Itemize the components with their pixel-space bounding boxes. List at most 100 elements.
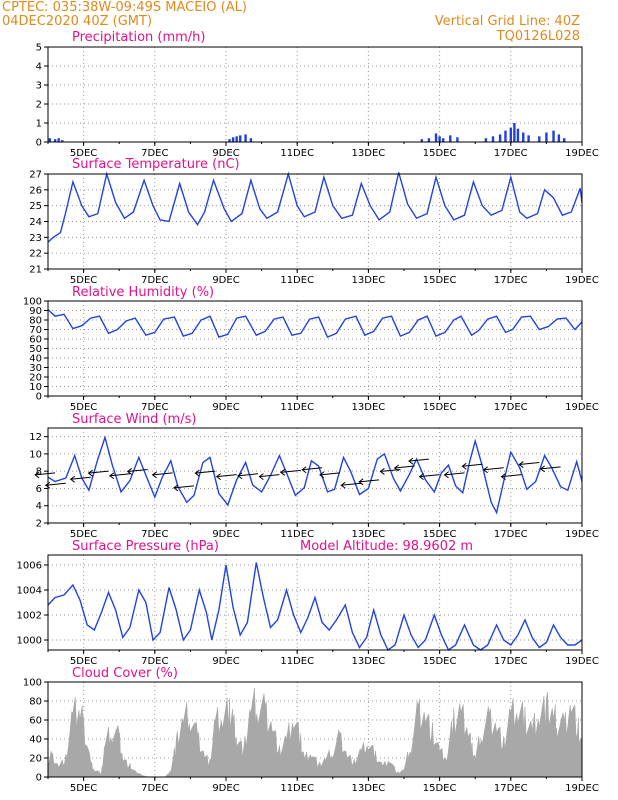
y-tick-label: 100 <box>23 297 42 308</box>
y-tick-label: 90 <box>29 306 42 317</box>
wind-arrow <box>461 462 483 470</box>
x-tick-label: 17DEC <box>494 783 528 794</box>
wind-arrow <box>109 472 130 480</box>
header-date: 04DEC2020 40Z (GMT) <box>2 14 152 29</box>
panel-title: Surface Wind (m/s) <box>72 412 196 427</box>
x-tick-label: 15DEC <box>423 402 457 413</box>
y-tick-label: 10 <box>29 382 42 393</box>
panel-title: Surface Temperature (nC) <box>72 157 240 172</box>
y-tick-label: 1000 <box>17 636 42 647</box>
precip-bar <box>491 136 495 142</box>
panel-frame <box>47 554 583 651</box>
x-tick-label: 11DEC <box>280 275 314 286</box>
header-grid-note: Vertical Grid Line: 40Z <box>435 14 580 29</box>
precip-bar <box>228 139 231 142</box>
precip-bar <box>552 130 555 142</box>
y-tick-label: 60 <box>29 716 42 727</box>
precip-bar <box>522 132 525 142</box>
y-tick-label: 3 <box>36 81 42 92</box>
wind-arrow <box>151 471 173 479</box>
wind-arrow <box>194 469 216 477</box>
x-tick-label: 9DEC <box>212 275 239 286</box>
series-line <box>47 562 583 652</box>
precip-bar <box>504 130 507 142</box>
x-tick-label: 13DEC <box>352 148 386 159</box>
x-tick-label: 5DEC <box>70 148 97 159</box>
precip-bar <box>53 139 57 142</box>
series-line <box>47 171 583 243</box>
precip-bar <box>420 139 423 142</box>
wind-arrow <box>393 464 415 472</box>
x-tick-label: 15DEC <box>423 783 457 794</box>
wind-arrow <box>500 473 522 481</box>
x-tick-label: 15DEC <box>423 529 457 540</box>
panel-5: Cloud Cover (%) 0 20 40 60 80 100 5DEC 7DEC 9DEC 1… <box>23 666 599 794</box>
panel-frame <box>47 173 583 270</box>
precip-bar <box>516 128 520 142</box>
panel-0: Precipitation (mm/h) 0 1 2 3 4 5 5DEC 7DEC 9DEC 11… <box>36 30 599 159</box>
x-tick-label: 5DEC <box>70 529 97 540</box>
precip-bar <box>249 138 253 142</box>
precip-bar <box>513 123 516 142</box>
series-line <box>47 309 583 339</box>
x-tick-label: 9DEC <box>212 402 239 413</box>
y-tick-label: 60 <box>29 335 42 346</box>
precip-bar <box>545 132 548 142</box>
precip-bar <box>235 136 238 142</box>
x-tick-label: 9DEC <box>212 529 239 540</box>
x-tick-label: 13DEC <box>352 402 386 413</box>
precip-bar <box>538 136 541 142</box>
y-tick-label: 30 <box>29 363 42 374</box>
precip-bar <box>509 127 512 142</box>
precip-bar <box>441 138 445 142</box>
wind-arrow <box>539 465 561 473</box>
header-location: CPTEC: 035:38W-09:49S MACEIO (AL) <box>2 0 247 15</box>
precip-bar <box>438 136 441 142</box>
wind-arrow <box>279 468 301 476</box>
wind-arrow <box>518 461 540 468</box>
x-tick-label: 13DEC <box>352 275 386 286</box>
x-tick-label: 17DEC <box>494 275 528 286</box>
y-tick-label: 10 <box>29 449 42 460</box>
y-tick-label: 40 <box>29 354 42 365</box>
y-tick-label: 24 <box>29 217 42 228</box>
x-tick-label: 19DEC <box>565 783 599 794</box>
precip-bar <box>449 135 452 142</box>
x-tick-label: 7DEC <box>141 402 168 413</box>
x-tick-label: 19DEC <box>565 656 599 667</box>
x-tick-label: 13DEC <box>352 656 386 667</box>
y-tick-label: 20 <box>29 754 42 765</box>
panel-frame <box>47 46 583 143</box>
y-tick-label: 5 <box>36 43 42 54</box>
precip-bar <box>239 135 242 142</box>
y-tick-label: 100 <box>23 678 42 689</box>
precip-bar <box>456 137 459 142</box>
precip-bar <box>557 134 561 142</box>
panel-4: Surface Pressure (hPa) Model Altitude: 98… <box>17 539 599 667</box>
y-tick-label: 4 <box>36 62 42 73</box>
precip-bar <box>61 140 64 142</box>
x-tick-label: 17DEC <box>494 656 528 667</box>
x-tick-label: 9DEC <box>212 656 239 667</box>
y-tick-label: 0 <box>36 773 42 784</box>
precip-bar <box>427 138 431 142</box>
y-tick-label: 6 <box>36 484 42 495</box>
y-tick-label: 23 <box>29 233 42 244</box>
x-tick-label: 17DEC <box>494 402 528 413</box>
y-tick-label: 0 <box>36 392 42 403</box>
x-tick-label: 11DEC <box>280 656 314 667</box>
precip-bar <box>563 138 566 142</box>
x-tick-label: 13DEC <box>352 529 386 540</box>
x-tick-label: 5DEC <box>70 402 97 413</box>
y-tick-label: 25 <box>29 201 42 212</box>
precip-bar <box>48 138 51 142</box>
y-tick-label: 1004 <box>17 586 42 597</box>
cloud-cover-area <box>47 688 583 778</box>
wind-arrow <box>443 471 465 479</box>
x-tick-label: 7DEC <box>141 148 168 159</box>
x-tick-label: 9DEC <box>212 783 239 794</box>
panel-title: Surface Pressure (hPa) <box>72 539 219 554</box>
y-tick-label: 4 <box>36 501 42 512</box>
x-tick-label: 7DEC <box>141 275 168 286</box>
